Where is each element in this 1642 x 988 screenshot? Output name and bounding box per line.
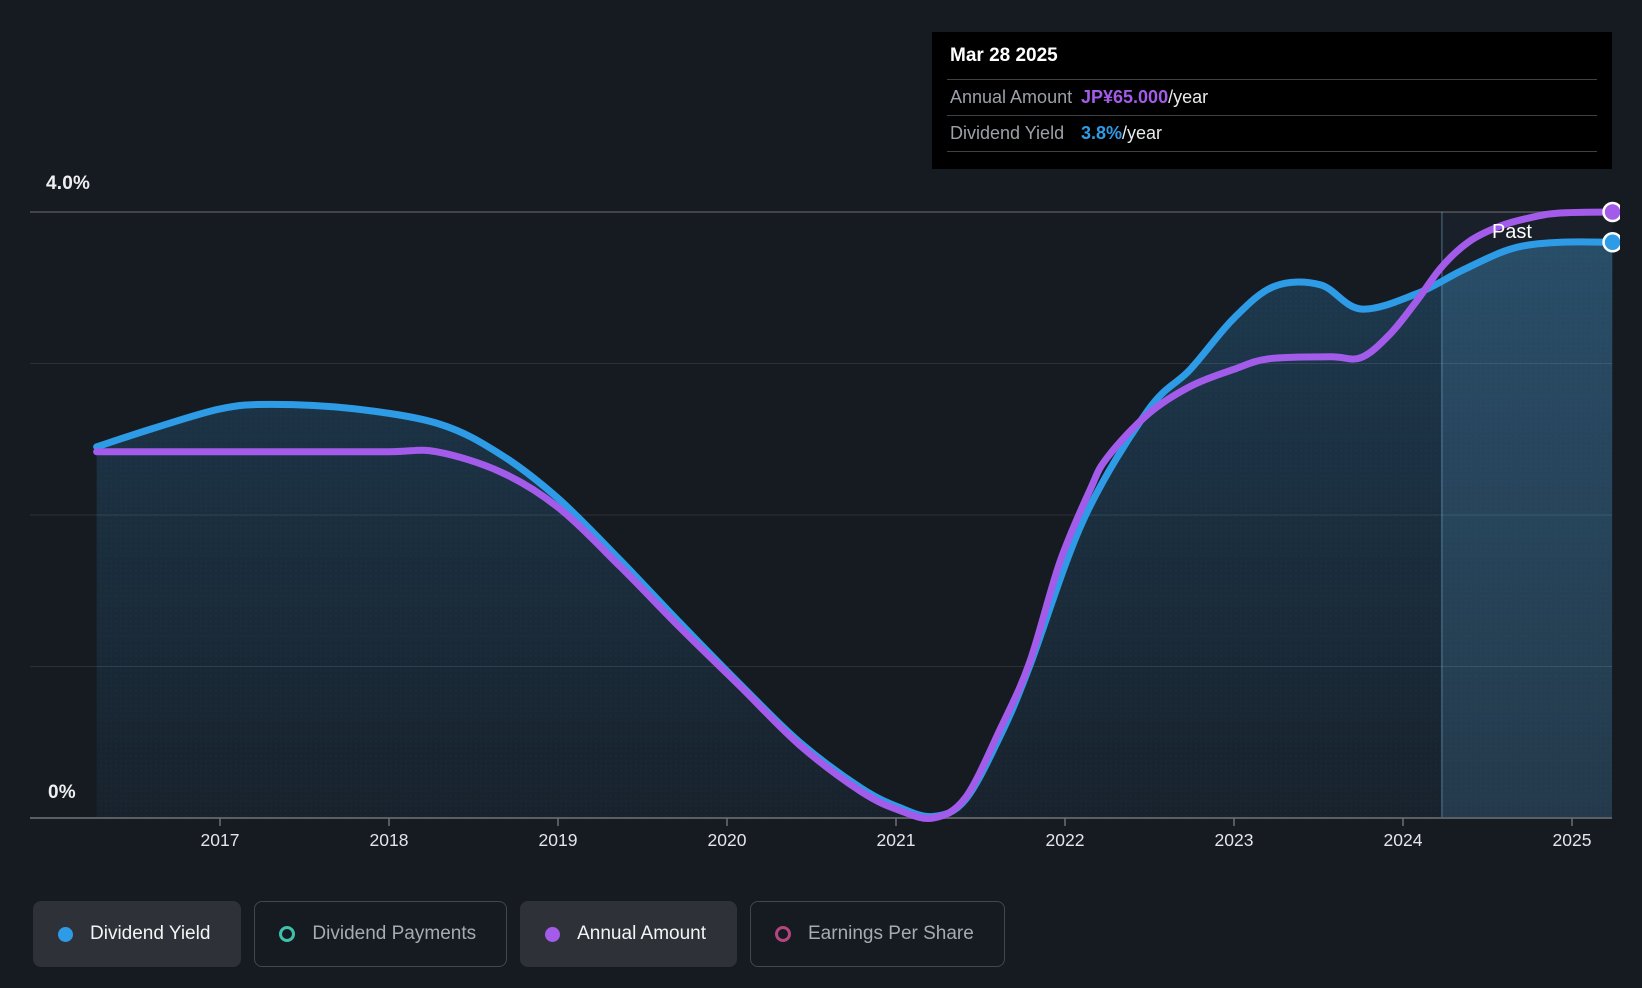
x-axis-label-2020: 2020 (708, 830, 747, 850)
legend-label: Annual Amount (577, 923, 706, 944)
tooltip-value: 3.8%/year (1081, 123, 1163, 143)
tooltip-date: Mar 28 2025 (950, 44, 1058, 66)
annual-amount-end-marker (1602, 201, 1620, 223)
dividend-payments-series-ring-icon (279, 926, 296, 942)
x-axis-label-2019: 2019 (539, 830, 578, 850)
tooltip-row-dividend-yield: Dividend Yield 3.8%/year (947, 115, 1597, 151)
legend-label: Dividend Yield (90, 923, 211, 944)
x-axis-label-2023: 2023 (1215, 830, 1254, 850)
tooltip-label: Annual Amount (950, 87, 1073, 107)
legend-label: Dividend Payments (312, 923, 477, 944)
dividend-yield-series-dot-icon (58, 926, 73, 942)
tooltip-value: JP¥65.000/year (1081, 87, 1209, 107)
tooltip: Mar 28 2025 Annual Amount JP¥65.000/year… (932, 32, 1612, 169)
tooltip-label: Dividend Yield (950, 123, 1065, 143)
past-label: Past (1491, 221, 1532, 243)
dividend-yield-end-marker (1602, 232, 1620, 253)
x-axis-label-2021: 2021 (877, 830, 916, 850)
recent-period-area-highlight (1441, 241, 1612, 818)
y-axis-label-max: 4.0% (46, 173, 91, 194)
y-axis-label-min: 0% (48, 782, 76, 803)
legend-button-annual-amount[interactable]: Annual Amount (520, 901, 737, 967)
legend-button-dividend-payments[interactable]: Dividend Payments (254, 901, 508, 967)
x-axis-label-2025: 2025 (1553, 830, 1592, 850)
x-axis-label-2022: 2022 (1046, 830, 1085, 850)
x-axis-label-2018: 2018 (370, 830, 409, 850)
legend-button-earnings-per-share[interactable]: Earnings Per Share (750, 901, 1005, 967)
legend-button-dividend-yield[interactable]: Dividend Yield (33, 901, 242, 967)
x-axis-label-2017: 2017 (201, 830, 240, 850)
recent-period-strip (1441, 212, 1612, 818)
legend-label: Earnings Per Share (808, 923, 974, 944)
earnings-per-share-series-ring-icon (775, 926, 791, 942)
tooltip-row-annual-amount: Annual Amount JP¥65.000/year (947, 79, 1597, 115)
annual-amount-line (93, 208, 1617, 822)
x-axis-label-2024: 2024 (1384, 830, 1423, 850)
legend: Dividend Yield Dividend Payments Annual Am… (33, 901, 1005, 967)
annual-amount-series-dot-icon (545, 926, 561, 942)
tooltip-divider (947, 151, 1597, 152)
